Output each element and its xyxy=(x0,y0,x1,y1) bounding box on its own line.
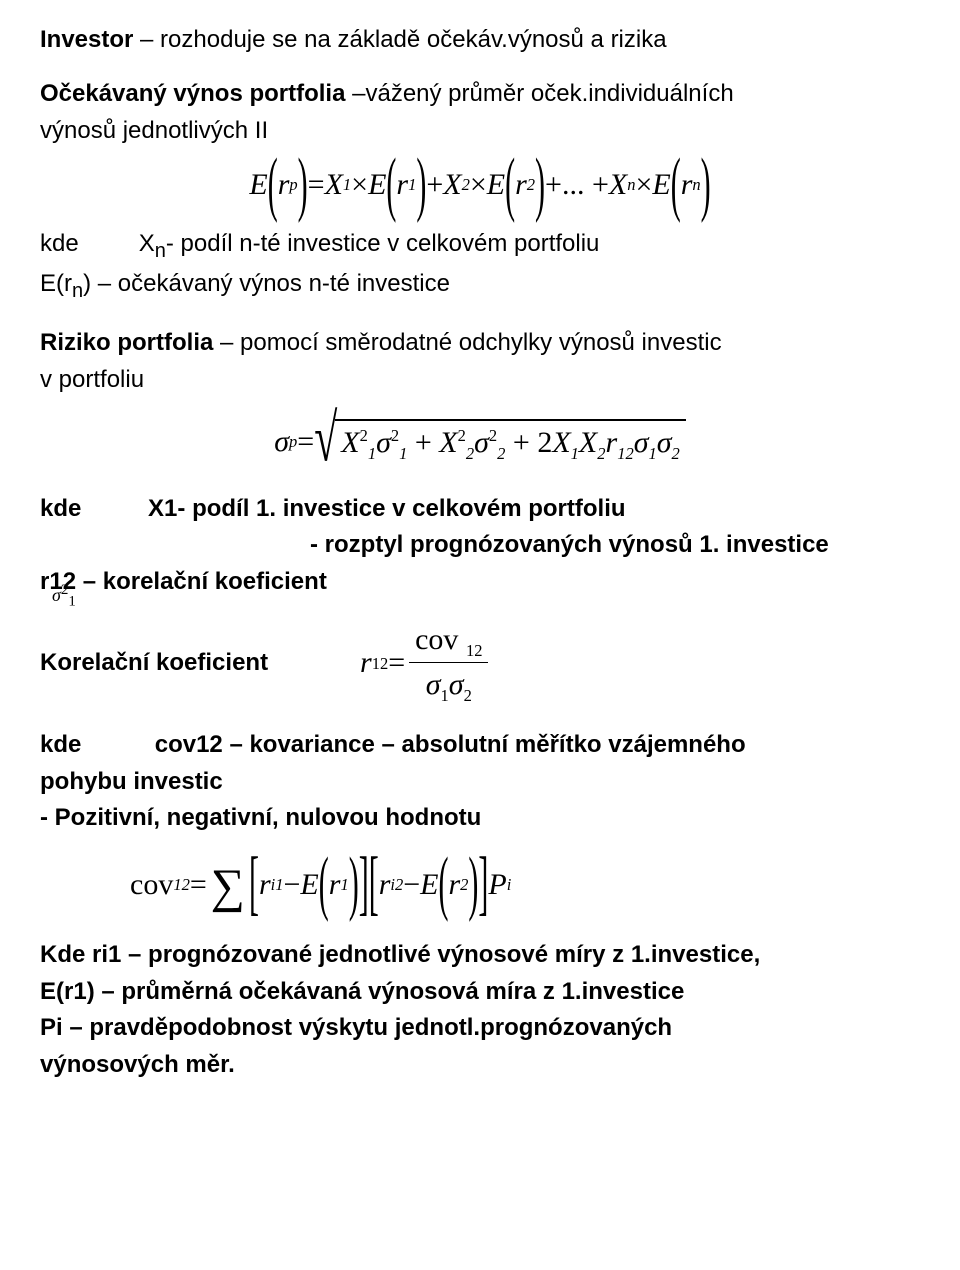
kde-label: kde xyxy=(40,230,79,257)
final-line2: E(r1) – průměrná očekávaná výnosová míra… xyxy=(40,976,920,1008)
equation-portfolio-risk: σp = √ X21σ21 + X22σ22 + 2X1X2r12σ1σ2 xyxy=(40,414,920,471)
section-2-heading: Riziko portfolia – pomocí směrodatné odc… xyxy=(40,327,920,359)
s2-line2: v portfoliu xyxy=(40,364,920,396)
section-1-heading: Očekávaný výnos portfolia –vážený průměr… xyxy=(40,78,920,110)
cov12-text: cov12 – kovariance – absolutní měřítko v… xyxy=(155,731,746,758)
title-prefix: Investor xyxy=(40,26,133,53)
ern-part2: ) – očekávaný výnos n-té investice xyxy=(83,270,450,297)
xn-symbol: X xyxy=(139,230,155,257)
ern-part1: E(r xyxy=(40,270,72,297)
cov12-line2: pohybu investic xyxy=(40,766,920,798)
s4-heading: Korelační koeficient xyxy=(40,647,360,679)
final-line3: Pi – pravděpodobnost výskytu jednotl.pro… xyxy=(40,1012,920,1044)
x1-text: X1- podíl 1. investice v celkovém portfo… xyxy=(148,495,625,522)
s1-heading-bold: Očekávaný výnos portfolia xyxy=(40,80,345,107)
final-line1: Kde ri1 – prognózované jednotlivé výnoso… xyxy=(40,939,920,971)
xn-line: kde Xn- podíl n-té investice v celkovém … xyxy=(40,228,920,265)
s2-heading-bold: Riziko portfolia xyxy=(40,329,213,356)
kde-label-3: kde xyxy=(40,731,81,758)
ern-sub: n xyxy=(72,280,83,302)
kde-label-2: kde xyxy=(40,495,81,522)
ern-line: E(rn) – očekávaný výnos n-té investice xyxy=(40,268,920,305)
sigma-squared-1-overlay: σ21 xyxy=(52,580,76,612)
r12-line: r12 – korelační koeficient σ21 xyxy=(40,566,920,598)
equation-covariance: cov12 = ∑ [ri1 − E(r1)][ri2 − E(r2)]Pi xyxy=(130,853,920,918)
title-rest: – rozhoduje se na základě očekáv.výnosů … xyxy=(133,26,666,53)
xn-sub: n xyxy=(155,239,166,261)
cov12-line1: kde cov12 – kovariance – absolutní měřít… xyxy=(40,729,920,761)
s1-heading-rest: –vážený průměr oček.individuálních xyxy=(345,80,733,107)
r12-text: r12 – korelační koeficient xyxy=(40,568,327,595)
x1-line: kde X1- podíl 1. investice v celkovém po… xyxy=(40,493,920,525)
s3-line2: - rozptyl prognózovaných výnosů 1. inves… xyxy=(310,529,920,561)
equation-correlation: r12 = cov 12 σ1σ2 xyxy=(360,620,492,708)
final-line4: výnosových měr. xyxy=(40,1049,920,1081)
equation-expected-return: E(rp) = X1 × E(r1) + X2 × E(r2) + ... + … xyxy=(40,165,920,206)
s2-heading-rest: – pomocí směrodatné odchylky výnosů inve… xyxy=(213,329,721,356)
s1-line2: výnosů jednotlivých II xyxy=(40,115,920,147)
corr-row: Korelační koeficient r12 = cov 12 σ1σ2 xyxy=(40,620,920,708)
poz-line: - Pozitivní, negativní, nulovou hodnotu xyxy=(40,802,920,834)
title-line-1: Investor – rozhoduje se na základě očeká… xyxy=(40,24,920,56)
